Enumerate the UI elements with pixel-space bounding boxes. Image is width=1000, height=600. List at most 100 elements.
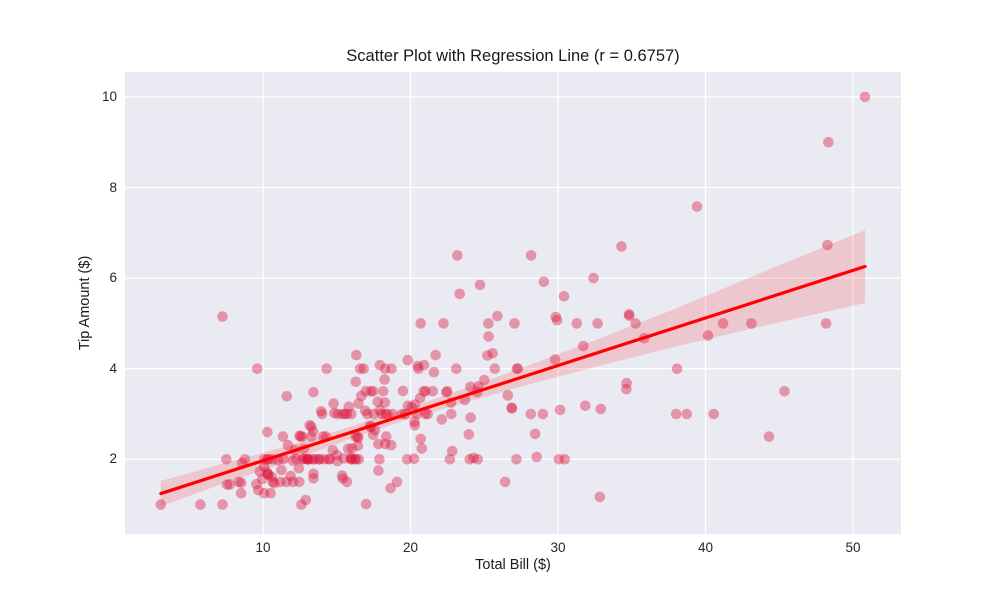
scatter-point [451, 363, 462, 375]
scatter-point [266, 471, 278, 483]
scatter-point [402, 354, 414, 366]
y-tick-label: 10 [101, 88, 117, 104]
scatter-point [328, 398, 339, 409]
scatter-point [554, 404, 566, 416]
scatter-point [717, 318, 729, 329]
scatter-point [379, 397, 391, 408]
scatter-point [511, 363, 523, 375]
scatter-point [258, 461, 270, 473]
scatter-point [746, 318, 757, 329]
scatter-point [418, 359, 430, 371]
scatter-point [446, 445, 458, 457]
regression-line [159, 264, 867, 496]
scatter-point [356, 390, 367, 402]
scatter-point [331, 449, 343, 461]
scatter-point [221, 454, 232, 465]
scatter-point [702, 330, 714, 341]
scatter-point [281, 476, 292, 488]
scatter-point [345, 454, 357, 465]
scatter-point [506, 402, 517, 413]
scatter-point [525, 250, 537, 261]
scatter-point [307, 426, 319, 437]
scatter-point [360, 405, 371, 417]
scatter-point [352, 431, 363, 442]
scatter-point [233, 476, 244, 488]
scatter-point [474, 279, 486, 291]
scatter-point [300, 494, 312, 506]
scatter-point [588, 272, 599, 284]
scatter-point [529, 428, 541, 440]
scatter-point [360, 498, 372, 510]
scatter-point [415, 318, 427, 329]
scatter-point [415, 433, 427, 445]
scatter-point [362, 408, 373, 420]
scatter-point [578, 340, 589, 352]
scatter-point [239, 454, 251, 465]
scatter-point [594, 491, 606, 503]
scatter-point [315, 406, 327, 417]
scatter-point [297, 454, 308, 465]
scatter-point [354, 363, 366, 375]
scatter-point [308, 386, 319, 398]
scatter-point [298, 453, 309, 465]
plot-svg [125, 72, 901, 534]
scatter-point [427, 386, 439, 397]
scatter-point [360, 386, 372, 397]
scatter-point [319, 454, 330, 465]
scatter-point [195, 499, 206, 510]
scatter-point [349, 454, 360, 465]
scatter-point [502, 390, 514, 401]
scatter-point [258, 487, 270, 499]
scatter-point [307, 454, 319, 465]
scatter-point [571, 318, 583, 329]
scatter-point [482, 350, 493, 361]
scatter-point [691, 201, 703, 212]
scatter-point [327, 444, 339, 456]
scatter-point [350, 376, 362, 388]
scatter-point [338, 453, 350, 464]
scatter-point [616, 241, 627, 252]
scatter-point [549, 354, 561, 365]
scatter-point [441, 386, 452, 398]
scatter-point [391, 476, 403, 488]
scatter-point [559, 454, 571, 465]
x-tick-label: 30 [550, 540, 566, 555]
scatter-point [287, 476, 299, 488]
scatter-point [285, 470, 296, 482]
scatter-point [379, 363, 391, 375]
scatter-point [314, 454, 325, 465]
scatter-point [306, 421, 317, 433]
scatter-point [412, 360, 424, 372]
scatter-point [558, 290, 570, 302]
x-tick-label: 10 [255, 540, 271, 555]
scatter-point [623, 309, 635, 320]
scatter-point [409, 420, 421, 431]
scatter-point [386, 363, 397, 375]
scatter-point [430, 349, 441, 361]
scatter-point [352, 440, 364, 452]
scatter-point [492, 310, 503, 322]
scatter-point [275, 476, 286, 488]
scatter-point [406, 401, 418, 413]
scatter-point [822, 239, 833, 251]
scatter-point [304, 420, 315, 431]
scatter-point [385, 439, 397, 451]
scatter-point [346, 454, 357, 465]
scatter-point [525, 408, 537, 420]
scatter-point [155, 499, 167, 510]
scatter-point [368, 408, 380, 420]
scatter-point [221, 479, 233, 490]
scatter-point [295, 431, 306, 442]
scatter-point [414, 392, 426, 404]
scatter-point [251, 363, 263, 375]
scatter-point [306, 431, 317, 442]
y-tick-label: 8 [109, 179, 117, 195]
scatter-point [337, 408, 348, 420]
scatter-point [343, 401, 355, 413]
y-tick-label: 4 [109, 360, 117, 376]
scatter-point [267, 476, 278, 488]
scatter-point [446, 408, 457, 420]
scatter-point [454, 288, 466, 300]
scatter-point [253, 484, 264, 496]
scatter-point [332, 408, 343, 420]
